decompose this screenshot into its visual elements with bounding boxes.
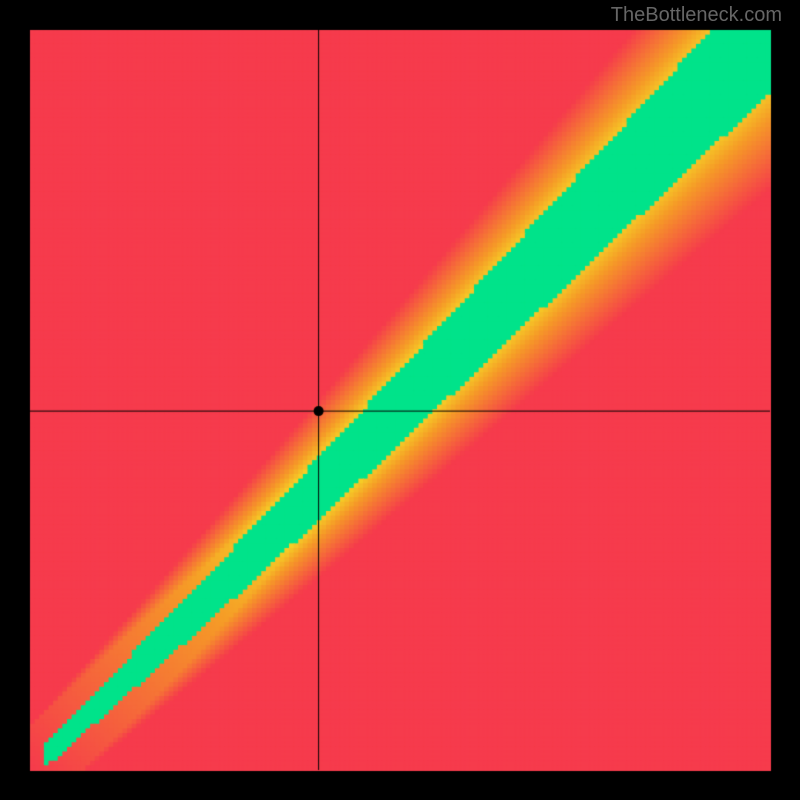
watermark-text: TheBottleneck.com [611,4,782,27]
heatmap-canvas [0,0,800,800]
